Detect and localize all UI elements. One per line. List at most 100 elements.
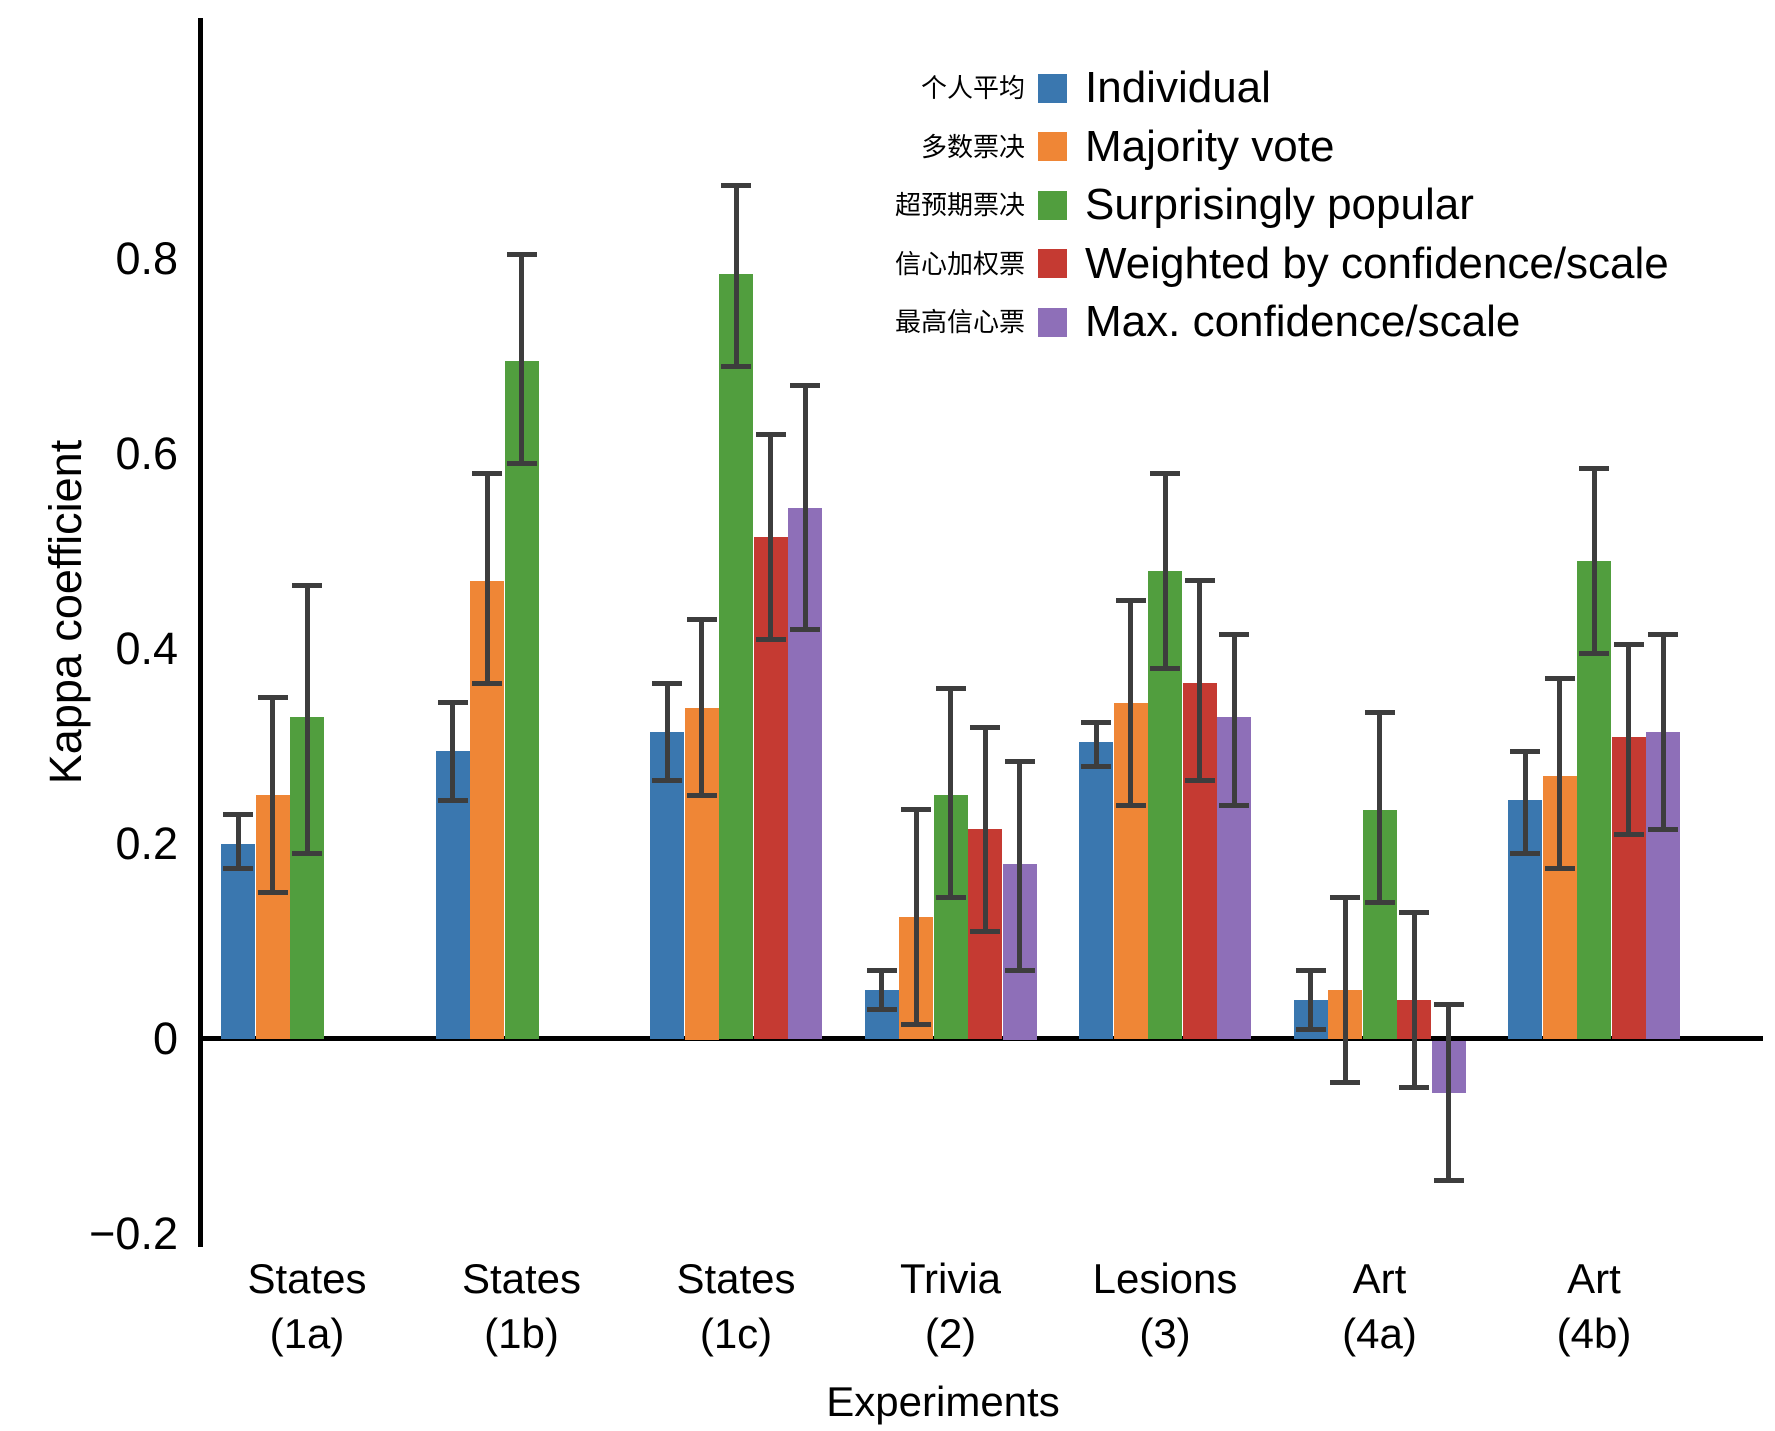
errorbar-surprisingly-popular-states-1a [305, 586, 310, 854]
errorbar-cap-top-individual-states-1a [223, 812, 253, 817]
bar-individual-lesions-3 [1079, 742, 1113, 1039]
errorbar-weighted-confidence-art-4b [1626, 644, 1631, 834]
errorbar-individual-states-1b [450, 703, 455, 801]
legend-label-majority-vote: Majority vote [1085, 121, 1335, 171]
errorbar-cap-top-surprisingly-popular-lesions-3 [1150, 471, 1180, 476]
y-tick-label: 0.6 [115, 428, 178, 479]
errorbar-surprisingly-popular-lesions-3 [1163, 474, 1168, 669]
errorbar-cap-bottom-max-confidence-lesions-3 [1219, 803, 1249, 808]
legend-swatch-majority-vote [1038, 132, 1067, 161]
errorbar-cap-bottom-majority-vote-trivia-2 [901, 1022, 931, 1027]
x-tick-label-lesions-3: Lesions (3) [1092, 1255, 1238, 1357]
errorbar-cap-top-individual-art-4b [1510, 749, 1540, 754]
errorbar-cap-bottom-majority-vote-art-4a [1330, 1080, 1360, 1085]
errorbar-max-confidence-trivia-2 [1017, 761, 1022, 971]
errorbar-cap-top-individual-states-1c [652, 681, 682, 686]
legend-label-surprisingly-popular: Surprisingly popular [1085, 180, 1474, 229]
errorbar-cap-bottom-surprisingly-popular-states-1a [292, 851, 322, 856]
errorbar-cap-bottom-weighted-confidence-art-4b [1614, 832, 1644, 837]
legend-swatch-max-confidence [1038, 307, 1067, 337]
errorbar-weighted-confidence-lesions-3 [1197, 581, 1202, 781]
errorbar-cap-top-weighted-confidence-art-4a [1399, 910, 1429, 915]
y-axis-spine [198, 18, 203, 1247]
errorbar-weighted-confidence-art-4a [1412, 912, 1417, 1088]
errorbar-cap-bottom-max-confidence-trivia-2 [1005, 968, 1035, 973]
errorbar-cap-bottom-max-confidence-states-1c [790, 627, 820, 632]
legend-label-cn-max-confidence: 最高信心票 [894, 307, 1025, 337]
legend-label-individual: Individual [1085, 63, 1271, 112]
legend-label-max-confidence: Max. confidence/scale [1085, 297, 1521, 346]
errorbar-cap-top-max-confidence-art-4b [1648, 632, 1678, 637]
legend-label-cn-weighted-confidence: 信心加权票 [894, 248, 1025, 279]
errorbar-weighted-confidence-states-1c [768, 435, 773, 640]
errorbar-cap-bottom-max-confidence-art-4b [1648, 827, 1678, 832]
x-tick-label-states-1b: States (1b) [461, 1255, 582, 1357]
errorbar-cap-bottom-surprisingly-popular-trivia-2 [936, 895, 966, 900]
errorbar-surprisingly-popular-art-4a [1377, 712, 1382, 902]
errorbar-cap-bottom-surprisingly-popular-art-4a [1365, 900, 1395, 905]
errorbar-cap-top-individual-states-1b [438, 700, 468, 705]
errorbar-surprisingly-popular-states-1c [734, 186, 739, 366]
errorbar-majority-vote-lesions-3 [1128, 600, 1133, 805]
y-tick-label: 0.4 [115, 623, 178, 674]
errorbar-cap-top-max-confidence-states-1c [790, 383, 820, 388]
legend-label-cn-majority-vote: 多数票决 [920, 131, 1025, 162]
errorbar-cap-top-individual-art-4a [1296, 968, 1326, 973]
y-tick-label: 0.8 [115, 233, 178, 284]
errorbar-cap-top-surprisingly-popular-states-1b [507, 252, 537, 257]
bar-surprisingly-popular-states-1b [505, 361, 539, 1039]
x-tick-label-art-4a: Art (4a) [1342, 1255, 1417, 1357]
errorbar-individual-trivia-2 [879, 971, 884, 1010]
x-tick-label-states-1c: States (1c) [676, 1255, 796, 1357]
errorbar-cap-bottom-weighted-confidence-trivia-2 [970, 929, 1000, 934]
errorbar-cap-bottom-individual-lesions-3 [1081, 764, 1111, 769]
errorbar-surprisingly-popular-states-1b [519, 254, 524, 464]
errorbar-cap-top-weighted-confidence-states-1c [756, 432, 786, 437]
errorbar-cap-bottom-surprisingly-popular-art-4b [1579, 651, 1609, 656]
errorbar-cap-top-weighted-confidence-lesions-3 [1185, 578, 1215, 583]
legend-swatch-individual [1038, 73, 1067, 103]
errorbar-cap-top-surprisingly-popular-states-1a [292, 583, 322, 588]
legend-label-cn-surprisingly-popular: 超预期票决 [894, 190, 1025, 220]
errorbar-cap-bottom-weighted-confidence-art-4a [1399, 1085, 1429, 1090]
errorbar-cap-bottom-surprisingly-popular-states-1b [507, 461, 537, 466]
errorbar-cap-bottom-individual-art-4a [1296, 1027, 1326, 1032]
errorbar-cap-top-surprisingly-popular-art-4a [1365, 710, 1395, 715]
errorbar-cap-bottom-weighted-confidence-lesions-3 [1185, 778, 1215, 783]
errorbar-majority-vote-states-1b [485, 474, 490, 684]
errorbar-cap-top-individual-trivia-2 [867, 968, 897, 973]
errorbar-individual-states-1a [236, 815, 241, 869]
errorbar-cap-top-surprisingly-popular-trivia-2 [936, 686, 966, 691]
y-tick-label: 0 [152, 1013, 178, 1064]
errorbar-cap-top-max-confidence-lesions-3 [1219, 632, 1249, 637]
errorbar-individual-states-1c [665, 683, 670, 781]
errorbar-cap-top-max-confidence-art-4a [1434, 1002, 1464, 1007]
x-tick-label-states-1a: States (1a) [247, 1255, 367, 1357]
errorbar-cap-bottom-individual-states-1b [438, 798, 468, 803]
errorbar-cap-bottom-surprisingly-popular-states-1c [721, 364, 751, 369]
errorbar-individual-art-4a [1308, 971, 1313, 1030]
errorbar-surprisingly-popular-trivia-2 [948, 688, 953, 898]
x-tick-label-trivia-2: Trivia (2) [899, 1255, 1002, 1357]
legend-label-cn-individual: 个人平均 [920, 73, 1025, 103]
errorbar-cap-top-weighted-confidence-art-4b [1614, 642, 1644, 647]
y-tick-label: −0.2 [89, 1208, 178, 1259]
errorbar-cap-bottom-individual-states-1c [652, 778, 682, 783]
errorbar-cap-bottom-surprisingly-popular-lesions-3 [1150, 666, 1180, 671]
errorbar-cap-top-surprisingly-popular-art-4b [1579, 466, 1609, 471]
errorbar-cap-bottom-max-confidence-art-4a [1434, 1178, 1464, 1183]
errorbar-individual-art-4b [1523, 751, 1528, 853]
errorbar-majority-vote-trivia-2 [914, 810, 919, 1025]
errorbar-max-confidence-art-4b [1661, 634, 1666, 829]
errorbar-cap-top-majority-vote-states-1a [258, 695, 288, 700]
errorbar-cap-top-surprisingly-popular-states-1c [721, 183, 751, 188]
errorbar-cap-top-majority-vote-art-4a [1330, 895, 1360, 900]
errorbar-majority-vote-states-1a [270, 698, 275, 893]
errorbar-cap-bottom-individual-art-4b [1510, 851, 1540, 856]
errorbar-cap-top-majority-vote-states-1c [687, 617, 717, 622]
bar-individual-states-1c [650, 732, 684, 1039]
errorbar-individual-lesions-3 [1094, 722, 1099, 766]
errorbar-majority-vote-art-4a [1343, 898, 1348, 1083]
errorbar-surprisingly-popular-art-4b [1592, 469, 1597, 654]
errorbar-cap-top-majority-vote-art-4b [1545, 676, 1575, 681]
